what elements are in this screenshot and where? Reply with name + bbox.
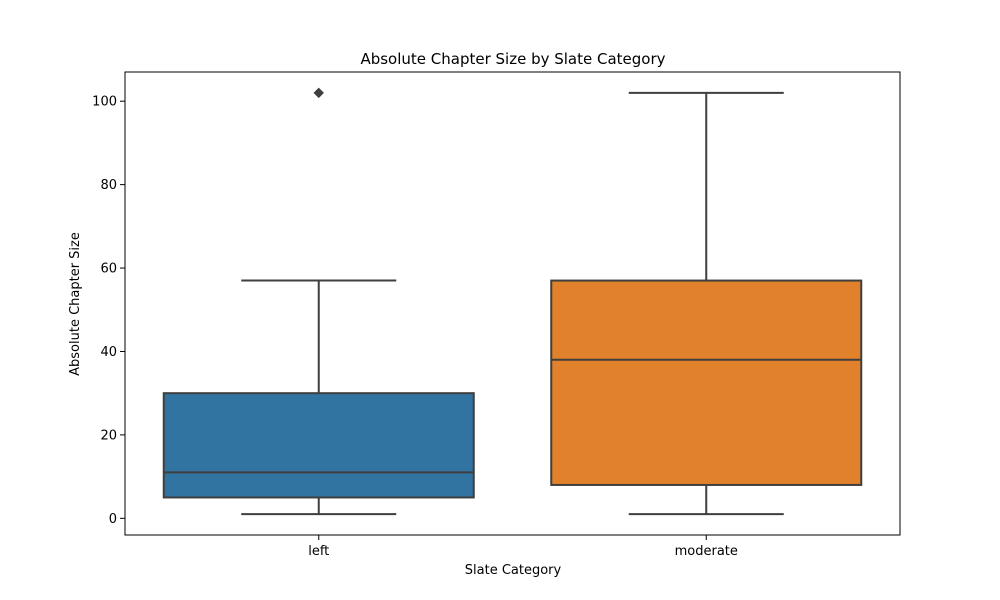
x-axis: left moderate [308, 535, 738, 559]
x-tick-label: moderate [675, 544, 738, 559]
y-axis-label: Absolute Chapter Size [68, 232, 83, 376]
boxes-group [162, 87, 863, 516]
y-tick-label: 0 [109, 512, 117, 527]
y-tick-label: 60 [100, 262, 117, 277]
y-axis: 0 20 40 60 80 100 [92, 95, 125, 527]
y-tick-label: 20 [100, 428, 117, 443]
iqr-box [550, 279, 863, 486]
y-tick-label: 100 [92, 95, 117, 110]
outlier-point [313, 87, 324, 99]
iqr-box [162, 392, 475, 499]
plot-area [124, 71, 901, 536]
plot-frame [124, 71, 901, 536]
x-tick-label: left [308, 544, 329, 559]
y-tick-label: 80 [100, 178, 117, 193]
chart-title: Absolute Chapter Size by Slate Category [360, 50, 665, 68]
y-tick-label: 40 [100, 345, 117, 360]
x-axis-label: Slate Category [465, 563, 562, 578]
box-left [162, 87, 475, 516]
box-moderate [550, 91, 863, 516]
